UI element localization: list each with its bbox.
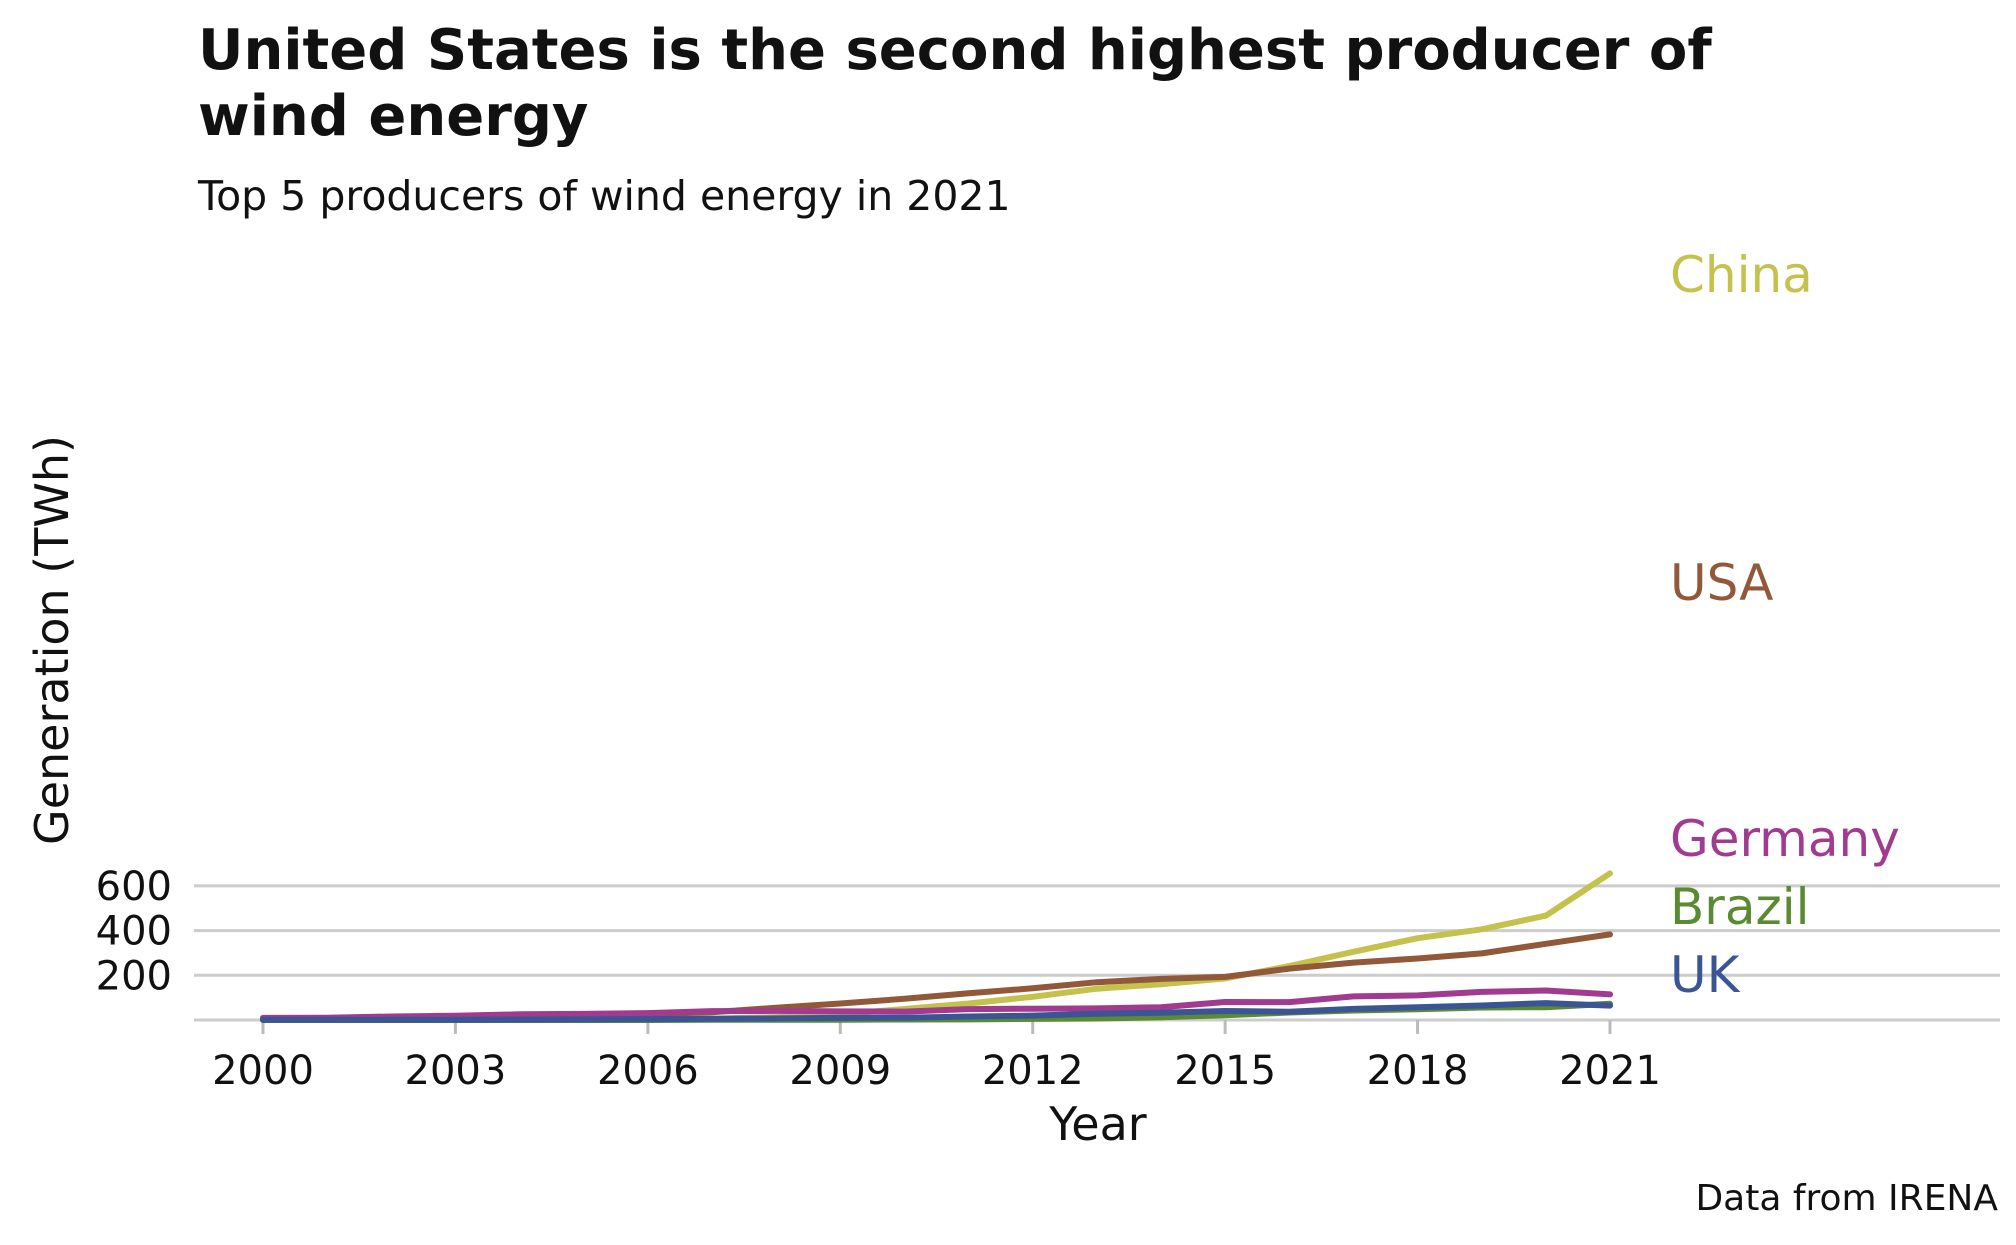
series-labels: China USA Germany Brazil UK	[1670, 246, 1900, 1004]
chart-subtitle: Top 5 producers of wind energy in 2021	[198, 172, 1011, 220]
chart-title: United States is the second highest prod…	[198, 18, 1712, 149]
y-axis-title: Generation (TWh)	[25, 435, 79, 845]
series-label-germany: Germany	[1670, 810, 1900, 868]
series-label-uk: UK	[1670, 946, 1741, 1004]
series-line-uk	[260, 1000, 1613, 1023]
series-line-germany	[260, 987, 1613, 1021]
y-tick-label: 600	[96, 864, 172, 910]
x-tick-label: 2003	[405, 1048, 507, 1094]
x-tick-label: 2006	[597, 1048, 699, 1094]
x-tick-label: 2009	[789, 1048, 891, 1094]
series-lines	[260, 870, 1613, 1023]
x-tick-label: 2012	[982, 1048, 1084, 1094]
x-tick-label: 2000	[212, 1048, 314, 1094]
series-label-usa: USA	[1670, 554, 1773, 612]
y-tick-label: 200	[96, 953, 172, 999]
series-label-china: China	[1670, 246, 1813, 304]
y-tick-label: 400	[96, 909, 172, 955]
gridlines	[194, 884, 2000, 977]
x-tick-label: 2021	[1559, 1048, 1661, 1094]
series-label-brazil: Brazil	[1670, 878, 1810, 936]
x-axis-title: Year	[1048, 1097, 1146, 1151]
x-tick-label: 2018	[1367, 1048, 1469, 1094]
caption: Data from IRENA	[1695, 1178, 1998, 1219]
x-tick-label: 2015	[1174, 1048, 1276, 1094]
